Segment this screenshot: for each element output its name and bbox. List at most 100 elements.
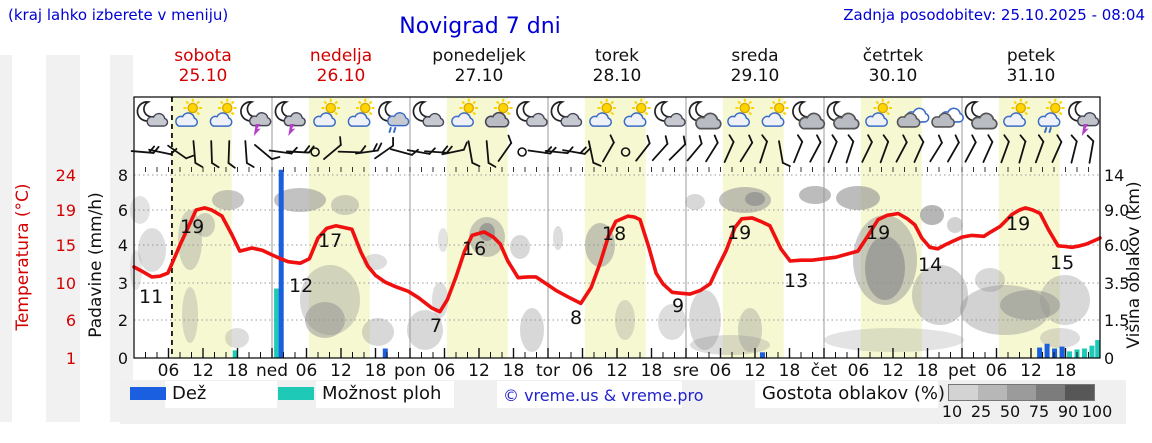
wind-barb (895, 134, 908, 163)
temp-value-label: 16 (462, 238, 486, 260)
wind-barb (723, 134, 735, 163)
temp-value-label: 19 (180, 216, 204, 238)
wind-barb (778, 140, 791, 168)
weather-icon-storm-night (240, 101, 272, 136)
last-update-label: Zadnja posodobitev: 25.10.2025 - 08:04 (843, 6, 1145, 24)
cloud-blob (1040, 275, 1090, 325)
x-axis-label: 06 (986, 361, 1008, 381)
rain-bar (278, 169, 284, 358)
density-gradient-segment (1007, 385, 1036, 400)
x-axis-label: čet (811, 361, 838, 381)
wind-barb (497, 134, 513, 162)
x-axis-label: 18 (503, 361, 525, 381)
wind-barb (982, 134, 994, 163)
cloud-tick-label: 3.5 (1104, 274, 1129, 293)
x-axis-label: sre (673, 361, 699, 381)
wind-barb (1000, 134, 1010, 164)
weather-icon-moon-cloud (516, 101, 548, 127)
shower-bar (1081, 348, 1087, 358)
x-axis-label: pon (394, 361, 426, 381)
shower-bar (1089, 345, 1095, 358)
x-axis-label: 12 (468, 361, 490, 381)
x-axis-label: 12 (1020, 361, 1042, 381)
wind-barb (929, 134, 943, 163)
wind-barb (517, 147, 527, 157)
wind-barb (587, 140, 602, 167)
wind-barb (389, 148, 419, 156)
weather-icon-sun-cloud (865, 98, 893, 127)
cloud-blob (685, 194, 705, 210)
cloud-tick-label: 6.0 (1104, 236, 1129, 255)
temp-value-label: 11 (139, 286, 163, 308)
temp-tick-label: 24 (56, 166, 76, 185)
wind-barb (441, 141, 468, 156)
weather-icon-sun-cloud (727, 98, 755, 127)
temp-value-label: 12 (289, 275, 313, 297)
x-axis-label: 18 (779, 361, 801, 381)
day-header-petek: petek 31.10 (1006, 46, 1056, 86)
x-axis-label: 06 (158, 361, 180, 381)
showers-legend-label: Možnost ploh (322, 383, 442, 404)
weather-icon-rain-day (1037, 98, 1065, 133)
wind-barb (424, 145, 453, 154)
weather-icon-sun-cloud (209, 98, 237, 127)
density-tick-label: 90 (1057, 402, 1079, 421)
weather-icon-moon-cloud (136, 101, 169, 127)
rain-legend-label: Dež (172, 383, 207, 404)
weather-icon-sun-cloud (1003, 98, 1031, 127)
temp-value-label: 8 (570, 307, 582, 329)
wind-barb (1051, 134, 1063, 163)
weather-icon-sun-cloud (451, 98, 479, 127)
wind-barb (759, 134, 768, 164)
x-axis-label: 12 (330, 361, 352, 381)
day-header-ponedeljek: ponedeljek 27.10 (432, 46, 526, 86)
weather-icon-moon-gray-cloud (826, 101, 860, 130)
precip-tick-label: 3 (118, 274, 128, 293)
weather-icon-storm-night (274, 101, 306, 136)
showers-legend-swatch (278, 387, 314, 400)
temp-value-label: 18 (602, 223, 626, 245)
cloud-blob (690, 335, 770, 355)
cloud-density-gradient (948, 384, 1095, 401)
temp-value-label: 14 (918, 254, 942, 276)
temp-value-label: 17 (318, 230, 342, 252)
rain-bar (1044, 343, 1050, 358)
cloud-blob (615, 300, 635, 340)
cloud-blob (438, 228, 448, 252)
density-gradient-segment (978, 385, 1007, 400)
copyright-link[interactable]: © vreme.us & vreme.pro (503, 386, 704, 405)
cloud-blob (274, 188, 326, 212)
copyright-box (497, 381, 682, 408)
shower-bar (1067, 351, 1073, 358)
wind-barb (913, 134, 925, 163)
day-header-torek: torek 28.10 (592, 46, 642, 86)
bg-strip-temp-ticks (46, 55, 80, 422)
x-axis-label: tor (536, 361, 560, 381)
wind-barb (244, 140, 255, 168)
wind-barb (947, 134, 960, 163)
shower-bar (232, 350, 238, 358)
bg-strip-precip-ticks (110, 55, 133, 422)
wind-barb (1070, 134, 1078, 164)
density-gradient-segment (1065, 385, 1094, 400)
weather-icon-moon-gray-cloud (792, 101, 826, 130)
wind-barb (1018, 134, 1027, 164)
x-axis-label: pet (948, 361, 976, 381)
temp-tick-label: 1 (66, 349, 76, 368)
x-axis-label: 18 (365, 361, 387, 381)
precip-tick-label: 8 (118, 166, 128, 185)
cloud-blob (745, 192, 765, 206)
cloud-blob (865, 236, 905, 300)
wind-barb (620, 147, 631, 157)
wind-barb (192, 140, 204, 168)
x-axis-label: 18 (1055, 361, 1077, 381)
wind-barb (210, 140, 220, 169)
cloud-blob (362, 318, 394, 346)
precip-tick-label: 2 (118, 311, 128, 330)
cloud-blob (799, 186, 831, 204)
cloud-tick-label: 1.5 (1104, 311, 1129, 330)
wind-barb (485, 140, 497, 168)
weather-icon-moon-cloud (550, 101, 583, 127)
rain-legend-swatch (130, 387, 166, 400)
cloud-blob (912, 265, 968, 325)
